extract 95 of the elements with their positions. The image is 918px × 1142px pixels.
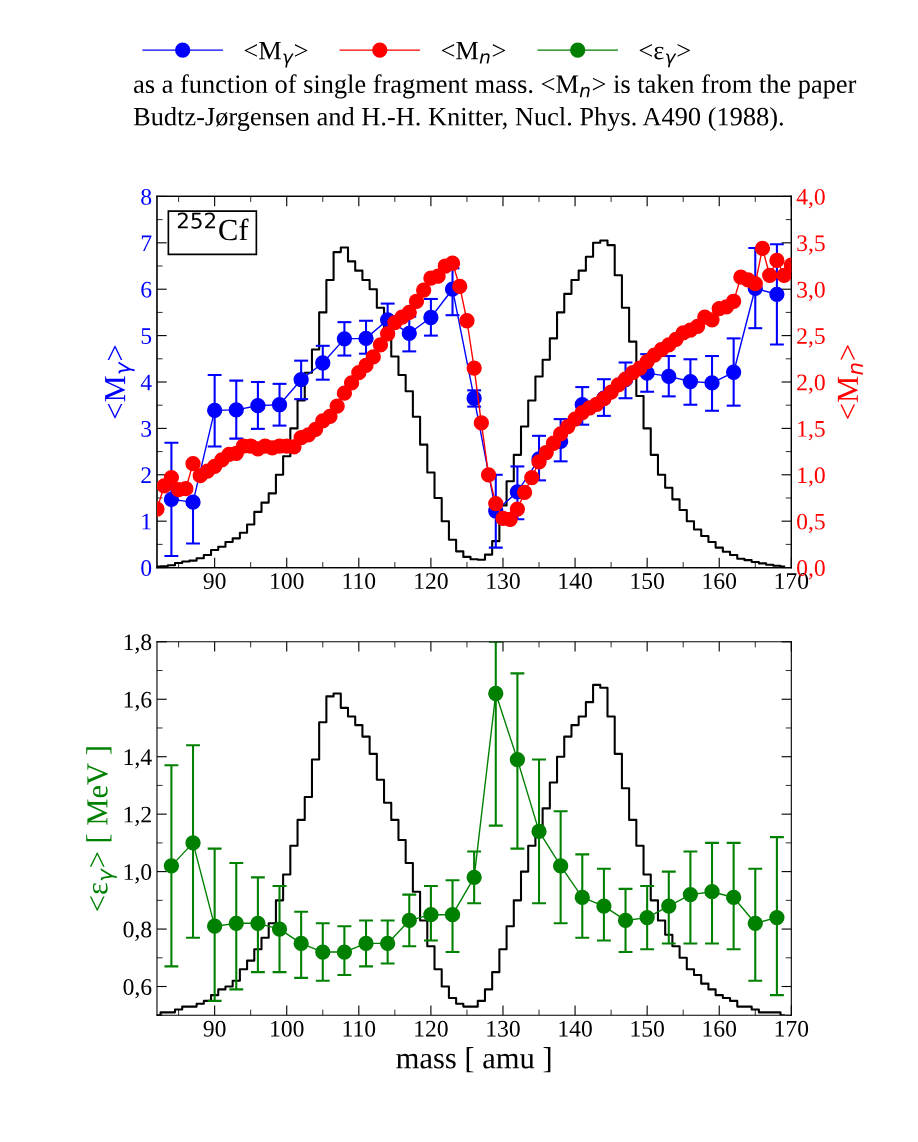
x-tick-label: 140 xyxy=(559,1020,592,1037)
y-tick-label: 2 xyxy=(141,467,151,483)
chart-title: as a function of single fragment mass. <M$_{n}$> is taken from the paper Budtz-Jørgensen and H.-H. Knitter, Nucl. Phys. A490 (1988). xyxy=(133,74,857,132)
x-tick-label: 130 xyxy=(487,573,520,590)
point xyxy=(401,325,417,341)
point xyxy=(769,286,785,302)
point xyxy=(336,331,353,347)
point xyxy=(466,869,482,885)
y2-tick-label: 1,5 xyxy=(798,421,825,441)
y2-tick-label: 0,5 xyxy=(797,513,825,533)
point xyxy=(661,898,677,914)
x-tick-label: 100 xyxy=(271,573,304,590)
point xyxy=(553,858,569,874)
point xyxy=(271,921,288,937)
point xyxy=(682,886,699,903)
point xyxy=(185,494,201,510)
point xyxy=(726,889,742,906)
y-tick-label: 1,4 xyxy=(124,749,152,769)
point xyxy=(423,309,439,326)
y2-tick-label: 1,0 xyxy=(798,467,825,487)
y-tick-label: 4 xyxy=(140,374,152,391)
y-tick-label: 1,6 xyxy=(124,691,152,712)
x-tick-label: 110 xyxy=(343,1020,376,1037)
point xyxy=(444,907,461,923)
point xyxy=(315,355,331,371)
legend-label: <M$_{γ}$> xyxy=(244,41,308,68)
x-tick-label: 140 xyxy=(559,573,592,590)
y-tick-label: 8 xyxy=(141,188,152,205)
y-axis-title: <ε$_{γ}$> [ MeV ] xyxy=(86,747,117,911)
x-tick-label: 170 xyxy=(775,1020,809,1037)
point xyxy=(293,372,309,388)
point xyxy=(531,823,547,840)
x-tick-label: 90 xyxy=(203,573,226,590)
x-tick-label: 130 xyxy=(487,1020,520,1037)
x-tick-label: 150 xyxy=(631,573,664,590)
point xyxy=(639,909,655,926)
legend-label: <ε$_{γ}$> xyxy=(639,44,690,68)
point xyxy=(488,685,504,702)
y-tick-label: 1,8 xyxy=(124,634,152,654)
x-tick-label: 100 xyxy=(271,1020,304,1037)
y-tick-label: 1 xyxy=(142,513,151,530)
point xyxy=(574,889,590,906)
y2-tick-label: 2,0 xyxy=(797,374,825,394)
point xyxy=(228,915,244,931)
point xyxy=(509,751,526,768)
x-tick-label: 110 xyxy=(343,573,376,590)
y2-tick-label: 4,0 xyxy=(796,188,825,209)
legend-label: <M$_{n}$> xyxy=(441,41,506,64)
y-tick-label: 0,6 xyxy=(123,979,152,999)
point xyxy=(747,915,763,931)
point xyxy=(380,935,396,952)
annotation: $^{252}$Cf xyxy=(177,212,249,241)
x-tick-label: 160 xyxy=(703,573,737,590)
point xyxy=(423,907,439,923)
y2-axis-title: <M$_{n}$> xyxy=(837,345,863,419)
point xyxy=(271,397,288,413)
point xyxy=(661,368,677,385)
x-tick-label: 160 xyxy=(703,1020,737,1037)
point xyxy=(293,935,309,952)
point xyxy=(617,912,634,929)
y-tick-label: 0 xyxy=(141,560,152,576)
y-axis-title: <M$_{γ}$> xyxy=(105,345,135,419)
point xyxy=(250,398,266,414)
point xyxy=(682,373,699,390)
y-tick-label: 0,8 xyxy=(123,921,152,941)
y-tick-label: 3 xyxy=(141,420,152,437)
point xyxy=(769,909,785,926)
point xyxy=(185,835,201,851)
y-tick-label: 1,2 xyxy=(124,806,151,826)
y-tick-label: 7 xyxy=(141,235,152,252)
point xyxy=(358,935,374,952)
point xyxy=(704,884,720,900)
y2-tick-label: 3,0 xyxy=(797,281,825,302)
point xyxy=(704,375,720,391)
y-tick-label: 5 xyxy=(141,328,152,345)
point xyxy=(250,915,266,931)
x-tick-label: 90 xyxy=(203,1020,226,1037)
point xyxy=(401,912,417,929)
y2-tick-label: 2,5 xyxy=(797,328,825,348)
point xyxy=(163,858,180,874)
point xyxy=(207,918,223,934)
point xyxy=(726,364,742,380)
x-tick-label: 150 xyxy=(631,1020,664,1037)
y-tick-label: 1,0 xyxy=(124,864,152,884)
y-tick-label: 6 xyxy=(141,281,152,298)
point xyxy=(596,898,612,914)
point xyxy=(207,402,223,418)
point xyxy=(358,330,374,347)
point xyxy=(228,402,244,418)
y2-tick-label: 3,5 xyxy=(797,235,825,255)
x-axis-title: mass [ amu ] xyxy=(396,1047,551,1073)
x-tick-label: 120 xyxy=(415,573,448,590)
point xyxy=(315,944,331,960)
x-tick-label: 120 xyxy=(415,1020,448,1037)
point xyxy=(336,944,353,960)
